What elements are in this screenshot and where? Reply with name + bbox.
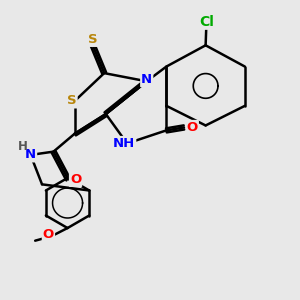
Text: O: O [70, 173, 81, 186]
Text: O: O [43, 228, 54, 241]
Text: H: H [17, 140, 27, 153]
Text: S: S [67, 94, 76, 107]
Text: N: N [141, 73, 152, 86]
Text: S: S [88, 33, 98, 46]
Text: N: N [25, 148, 36, 161]
Text: NH: NH [113, 137, 135, 150]
Text: Cl: Cl [199, 15, 214, 29]
Text: O: O [187, 121, 198, 134]
